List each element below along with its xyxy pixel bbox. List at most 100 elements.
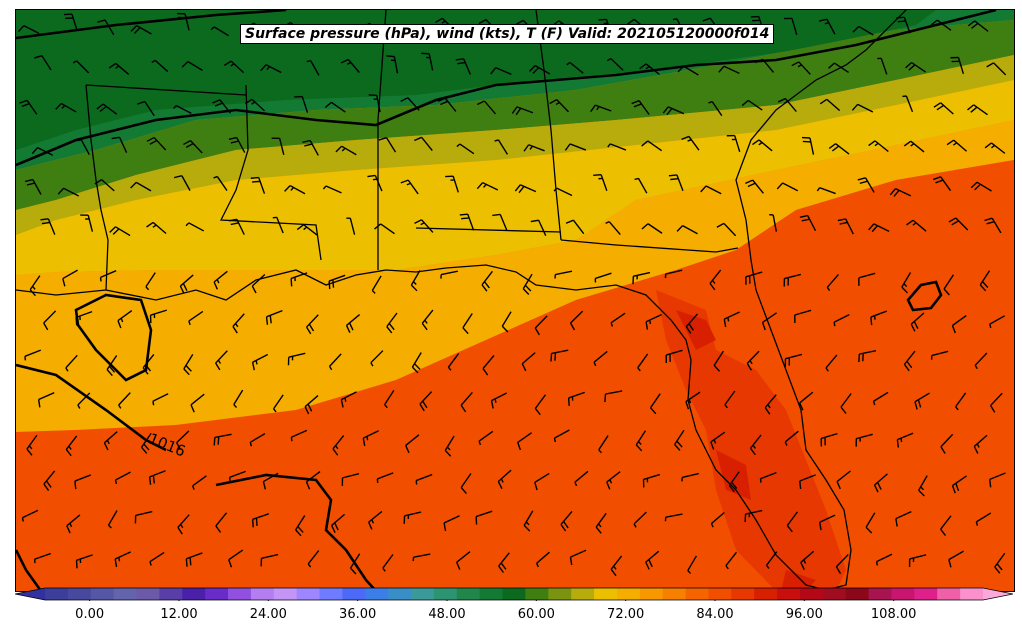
wind-barb <box>136 25 152 35</box>
wind-barb-feather <box>670 177 679 181</box>
wind-barb <box>76 60 90 74</box>
wind-barb <box>688 136 700 151</box>
wind-barb-feather <box>607 143 611 148</box>
wind-barb <box>347 59 360 73</box>
wind-barb <box>645 550 660 563</box>
wind-barb-feather <box>250 176 259 179</box>
wind-barb-feather <box>598 449 602 454</box>
wind-barb <box>444 97 457 112</box>
wind-barb-feather <box>631 100 640 105</box>
wind-barb-feather <box>639 63 647 70</box>
wind-barb-feather <box>967 104 975 111</box>
wind-barb <box>784 273 802 280</box>
wind-barb-feather <box>66 525 71 534</box>
wind-barb-feather <box>189 557 192 566</box>
wind-barb-feather <box>77 404 81 409</box>
wind-barb-feather <box>688 399 692 404</box>
wind-barb-feather <box>747 182 756 188</box>
colorbar-segment <box>250 588 275 600</box>
wind-barb <box>874 140 889 153</box>
wind-barb-feather <box>114 479 118 485</box>
wind-barb <box>955 217 969 231</box>
map-canvas: 1016 <box>16 10 1014 591</box>
wind-barb <box>554 429 570 439</box>
colorbar-tick-label: 12.00 <box>160 607 198 622</box>
wind-barb <box>306 314 319 328</box>
wind-barb-feather <box>553 437 557 443</box>
wind-barb <box>874 473 888 486</box>
wind-barb-feather <box>308 323 315 332</box>
wind-barb <box>645 313 662 323</box>
wind-barb <box>610 58 624 71</box>
wind-barb-feather <box>905 62 913 69</box>
wind-barb-feather <box>649 319 652 325</box>
wind-barb-feather <box>530 219 539 223</box>
wind-barb-feather <box>718 65 725 73</box>
wind-barb <box>835 143 850 155</box>
wind-barb-feather <box>681 135 690 140</box>
wind-barb-feather <box>217 436 220 445</box>
wind-barb <box>228 549 244 561</box>
temperature-fill <box>16 10 1014 591</box>
wind-barb <box>819 514 836 523</box>
wind-barb <box>957 57 965 74</box>
wind-barb-feather <box>868 140 876 147</box>
wind-barb <box>710 431 726 443</box>
wind-barb-feather <box>798 402 804 411</box>
wind-barb-feather <box>550 353 553 362</box>
wind-barb-feather <box>498 565 504 573</box>
wind-barb-feather <box>521 363 527 372</box>
wind-barb <box>723 311 740 320</box>
wind-barb-feather <box>799 480 802 490</box>
wind-barb-feather <box>634 177 639 181</box>
wind-barb-feather <box>777 97 786 103</box>
wind-barb-feather <box>713 364 721 372</box>
wind-barb <box>415 473 433 482</box>
wind-barb-feather <box>974 364 978 370</box>
wind-barb <box>608 221 621 236</box>
colorbar-tick-label: 0.00 <box>75 607 105 622</box>
wind-barb-feather <box>645 65 650 70</box>
wind-barb <box>106 355 118 370</box>
colorbar-segment <box>296 588 321 600</box>
wind-barb-feather <box>304 406 310 415</box>
wind-barb <box>943 274 955 290</box>
colorbar-segment <box>365 588 389 600</box>
wind-barb-feather <box>362 437 366 447</box>
wind-barb <box>975 512 992 523</box>
wind-barb-feather <box>372 178 378 181</box>
wind-barb <box>994 552 1006 568</box>
wind-barb-feather <box>37 399 41 408</box>
wind-barb-feather <box>776 182 784 190</box>
wind-barb-feather <box>908 64 916 71</box>
wind-barb-feather <box>567 397 570 406</box>
wind-barb-feather <box>185 364 192 372</box>
wind-barb-feather <box>55 103 62 110</box>
wind-barb <box>149 470 166 478</box>
wind-barb-feather <box>633 103 642 108</box>
wind-barb-feather <box>151 59 156 64</box>
wind-barb-feather <box>912 222 917 226</box>
wind-barb <box>288 352 306 358</box>
wind-barb-feather <box>797 64 802 68</box>
wind-barb <box>421 309 434 324</box>
wind-barb <box>645 63 660 75</box>
wind-barb-feather <box>483 183 487 188</box>
wind-barb <box>71 14 78 31</box>
wind-barb-feather <box>709 282 716 291</box>
wind-barb-feather <box>388 322 395 331</box>
colorbar-segment <box>113 588 138 600</box>
wind-barb-feather <box>461 217 470 220</box>
wind-barb <box>782 182 799 192</box>
wind-barb-feather <box>322 185 327 190</box>
wind-barb-feather <box>765 564 770 569</box>
wind-barb <box>265 64 282 74</box>
wind-barb-feather <box>825 367 829 372</box>
wind-barb-feather <box>981 281 989 288</box>
wind-barb <box>610 555 623 570</box>
wind-barb <box>865 512 876 528</box>
wind-barb <box>762 58 775 73</box>
wind-barb-feather <box>818 522 822 531</box>
wind-barb <box>610 312 626 324</box>
colorbar-segment <box>525 588 549 600</box>
